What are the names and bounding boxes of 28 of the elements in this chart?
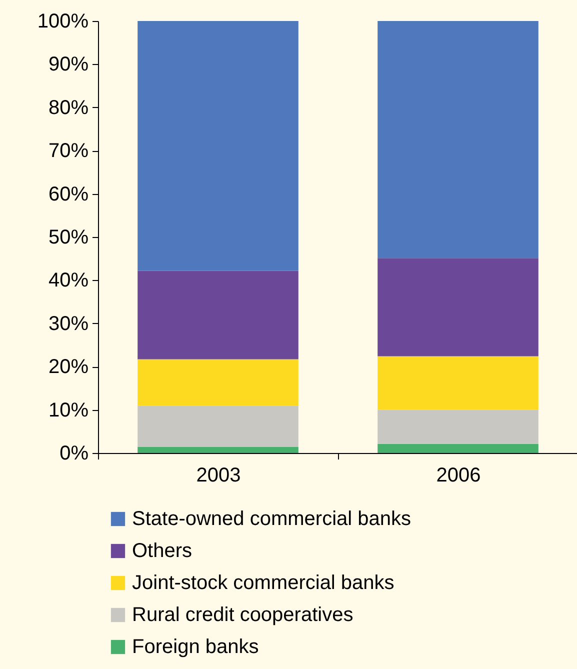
- bar: [138, 406, 298, 447]
- bar: [138, 270, 298, 360]
- y-tick-label: 20%: [48, 356, 89, 378]
- legend-label: Joint-stock commercial banks: [132, 572, 394, 594]
- y-tick-label: 90%: [48, 54, 89, 76]
- legend-label: Foreign banks: [132, 636, 259, 658]
- legend-label: Rural credit cooperatives: [132, 604, 354, 626]
- bar: [138, 21, 298, 271]
- bar: [378, 410, 538, 444]
- y-tick-label: 10%: [48, 399, 89, 422]
- x-tick-label: 2003: [196, 464, 241, 486]
- y-tick-label: 70%: [48, 140, 89, 162]
- y-tick-label: 60%: [48, 183, 89, 206]
- y-tick-label: 80%: [48, 96, 89, 119]
- bar: [378, 356, 538, 410]
- y-tick-label: 100%: [37, 10, 89, 32]
- bar: [378, 21, 538, 258]
- bar: [378, 444, 538, 453]
- bar: [138, 446, 298, 453]
- y-tick-label: 50%: [48, 226, 89, 248]
- y-tick-label: 30%: [48, 312, 89, 335]
- y-tick-label: 0%: [60, 442, 89, 464]
- y-tick-label: 40%: [48, 270, 89, 292]
- bar: [378, 258, 538, 356]
- legend-label: State-owned commercial banks: [132, 508, 412, 530]
- x-tick-label: 2006: [436, 464, 481, 486]
- bar: [138, 359, 298, 406]
- legend-label: Others: [132, 540, 192, 562]
